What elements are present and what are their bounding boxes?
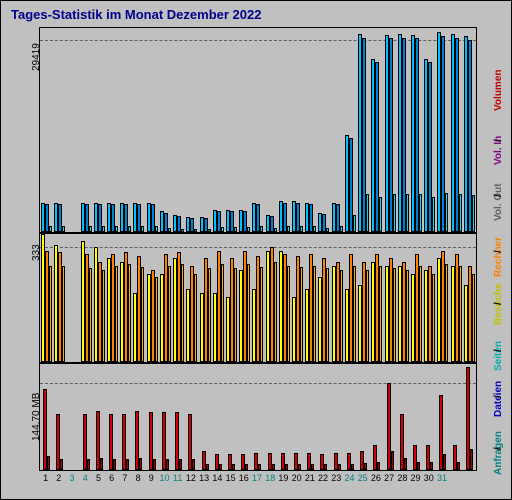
x-tick: 30 xyxy=(422,473,435,483)
legend-item: Vol. Out xyxy=(493,183,504,221)
ylabel-mid: 333 xyxy=(31,244,42,261)
x-tick: 3 xyxy=(65,473,78,483)
x-tick: 17 xyxy=(250,473,263,483)
x-tick: 1 xyxy=(39,473,52,483)
x-tick: 2 xyxy=(52,473,65,483)
x-tick: 6 xyxy=(105,473,118,483)
x-tick: 27 xyxy=(383,473,396,483)
panel-visits xyxy=(39,233,477,363)
x-tick: 7 xyxy=(118,473,131,483)
legend-item: Rechner xyxy=(493,237,504,277)
x-tick: 18 xyxy=(264,473,277,483)
chart-title: Tages-Statistik im Monat Dezember 2022 xyxy=(11,7,261,22)
x-tick: 8 xyxy=(131,473,144,483)
legend-item: Volumen xyxy=(493,70,504,111)
x-tick: 20 xyxy=(290,473,303,483)
x-tick: 31 xyxy=(435,473,448,483)
legend-item: Anfragen xyxy=(493,431,504,475)
legend-sep: / xyxy=(493,302,504,305)
legend-sep: / xyxy=(493,395,504,398)
x-tick: 28 xyxy=(396,473,409,483)
x-tick: 5 xyxy=(92,473,105,483)
panel-volume xyxy=(39,363,477,471)
legend: Anfragen/Dateien/Seiten/Besuche/Rechner/… xyxy=(477,27,507,471)
x-tick: 16 xyxy=(237,473,250,483)
x-tick: 29 xyxy=(409,473,422,483)
legend-sep: / xyxy=(493,349,504,352)
legend-sep: / xyxy=(493,250,504,253)
x-tick: 15 xyxy=(224,473,237,483)
bars-top xyxy=(40,28,476,232)
ylabel-top: 29419 xyxy=(31,43,42,71)
x-tick: 9 xyxy=(145,473,158,483)
bars-bot xyxy=(40,364,476,470)
x-tick: 4 xyxy=(79,473,92,483)
x-tick: 14 xyxy=(211,473,224,483)
chart-frame: Tages-Statistik im Monat Dezember 2022 2… xyxy=(0,0,512,500)
x-tick: 25 xyxy=(356,473,369,483)
legend-sep: / xyxy=(493,447,504,450)
x-tick: 13 xyxy=(198,473,211,483)
x-tick: 24 xyxy=(343,473,356,483)
x-tick: 19 xyxy=(277,473,290,483)
x-tick: 26 xyxy=(369,473,382,483)
x-tick: 22 xyxy=(316,473,329,483)
x-tick: 23 xyxy=(330,473,343,483)
legend-sep: / xyxy=(493,194,504,197)
x-tick: 11 xyxy=(171,473,184,483)
x-tick: 21 xyxy=(303,473,316,483)
ylabel-bot: 144.70 MB xyxy=(31,393,42,441)
legend-item: Dateien xyxy=(493,381,504,417)
legend-sep: / xyxy=(493,139,504,142)
x-axis-labels: 1234567891011121314151617181920212223242… xyxy=(39,473,477,487)
legend-item: Seiten xyxy=(493,341,504,371)
panel-hits xyxy=(39,27,477,233)
x-tick: 10 xyxy=(158,473,171,483)
x-tick: 12 xyxy=(184,473,197,483)
bars-mid xyxy=(40,234,476,362)
